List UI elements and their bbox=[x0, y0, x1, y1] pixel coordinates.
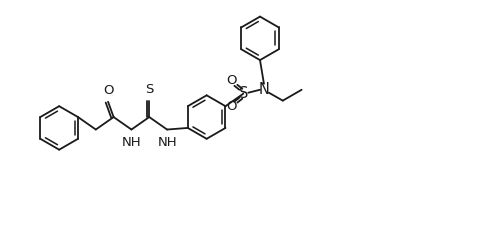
Text: NH: NH bbox=[157, 136, 177, 150]
Text: O: O bbox=[103, 84, 113, 97]
Text: O: O bbox=[226, 74, 237, 87]
Text: O: O bbox=[226, 100, 237, 113]
Text: S: S bbox=[145, 83, 153, 96]
Text: NH: NH bbox=[122, 136, 141, 150]
Text: S: S bbox=[239, 86, 248, 101]
Text: N: N bbox=[258, 82, 269, 97]
